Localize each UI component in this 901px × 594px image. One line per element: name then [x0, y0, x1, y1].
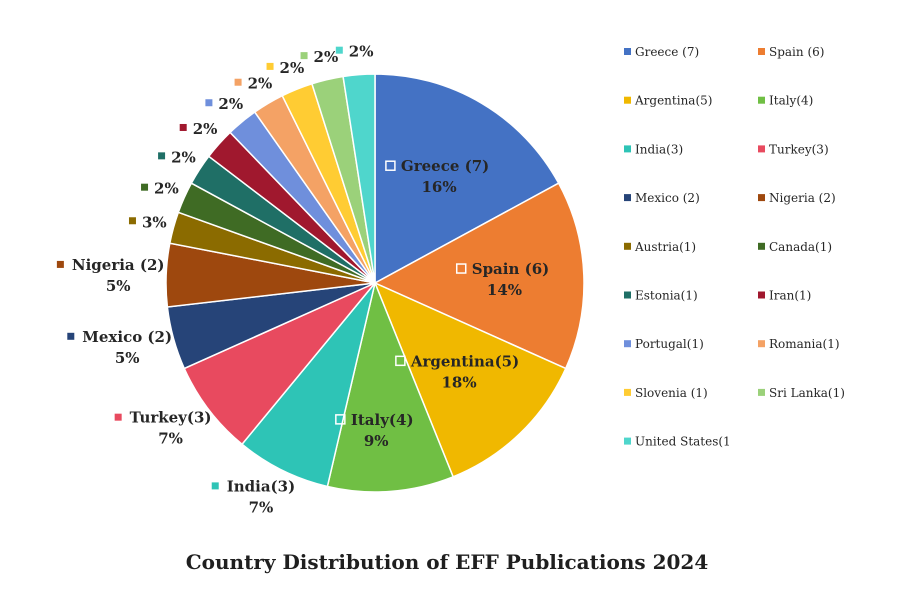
label-argentina-5-name: Argentina(5)	[410, 352, 519, 370]
label-mexico-2-name: Mexico (2)	[82, 328, 172, 346]
label-nigeria-2-marker	[56, 260, 64, 268]
legend-item-mexico-2-swatch	[624, 194, 631, 202]
label-italy-4-name: Italy(4)	[351, 411, 414, 429]
pie-slice-spain-6	[373, 182, 585, 370]
label-portugal-1-percent: 2%	[218, 95, 243, 113]
legend-item-spain-6-swatch	[758, 48, 765, 55]
label-sri-lanka-1-percent: 2%	[314, 48, 339, 66]
legend-item-estonia-1-swatch	[624, 291, 631, 299]
label-nigeria-2-percent: 5%	[106, 277, 131, 295]
label-greece-7-name: Greece (7)	[401, 157, 489, 175]
pie-slice-argentina-5	[373, 281, 567, 478]
label-sri-lanka-1-marker	[300, 52, 308, 60]
legend-item-india-3-swatch	[624, 145, 631, 153]
label-iran-1-percent: 2%	[193, 120, 218, 138]
label-spain-6-marker	[455, 263, 467, 274]
label-slovenia-1-percent: 2%	[280, 59, 305, 77]
legend-item-greece-7: Greece (7)	[635, 45, 699, 59]
pie-slice-greece-7	[374, 73, 560, 285]
legend-item-canada-1-swatch	[758, 242, 765, 250]
label-slovenia-1-marker	[266, 62, 274, 70]
label-estonia-1-marker	[158, 152, 166, 160]
legend-item-mexico-2: Mexico (2)	[635, 191, 700, 205]
label-italy-4-percent: 9%	[364, 432, 389, 450]
legend-item-estonia-1: Estonia(1)	[635, 289, 698, 303]
legend-item-iran-1-swatch	[758, 291, 765, 299]
legend-item-slovenia-1-swatch	[624, 388, 631, 396]
legend: Greece (7) Spain (6) Argentina(5) Italy(4) I…	[624, 45, 845, 449]
label-romania-1-marker	[234, 78, 242, 86]
label-turkey-3-percent: 7%	[158, 430, 183, 448]
label-turkey-3-name: Turkey(3)	[130, 409, 212, 427]
label-canada-1-marker	[141, 183, 149, 191]
label-india-3-percent: 7%	[249, 498, 274, 516]
legend-item-turkey-3: Turkey(3)	[769, 142, 829, 156]
legend-item-united-states-1: United States(1	[635, 435, 731, 449]
label-portugal-1-marker	[205, 99, 213, 107]
label-mexico-2-marker	[67, 332, 75, 340]
legend-item-nigeria-2-swatch	[758, 194, 765, 202]
pie-slice-italy-4	[326, 280, 455, 493]
legend-item-nigeria-2: Nigeria (2)	[769, 191, 836, 205]
label-spain-6-percent: 14%	[487, 281, 522, 299]
legend-item-spain-6: Spain (6)	[769, 45, 824, 59]
legend-item-slovenia-1: Slovenia (1)	[635, 386, 708, 400]
label-austria-1-percent: 3%	[142, 213, 167, 231]
pie-slices	[165, 73, 585, 493]
legend-item-italy-4: Italy(4)	[769, 94, 813, 108]
pie-slice-united-states-1	[342, 73, 376, 284]
legend-item-sri-lanka-1-swatch	[758, 388, 765, 396]
label-argentina-5-marker	[395, 355, 406, 367]
legend-item-iran-1: Iran(1)	[769, 289, 811, 303]
legend-item-austria-1: Austria(1)	[634, 240, 696, 254]
label-united-states-1-percent: 2%	[349, 43, 374, 61]
chart-title: Country Distribution of EFF Publications…	[186, 550, 709, 574]
label-argentina-5-percent: 18%	[441, 373, 476, 391]
legend-item-greece-7-swatch	[624, 48, 631, 55]
pie-labels: Greece (7) 16% Spain (6) 14% Argentina(5) 18%…	[56, 43, 550, 516]
legend-item-sri-lanka-1: Sri Lanka(1)	[769, 386, 845, 400]
label-india-3-name: India(3)	[227, 477, 295, 495]
legend-item-canada-1: Canada(1)	[769, 240, 832, 254]
label-iran-1-marker	[179, 123, 187, 131]
legend-item-romania-1-swatch	[758, 340, 765, 348]
legend-item-argentina-5: Argentina(5)	[634, 94, 712, 108]
legend-item-romania-1: Romania(1)	[769, 337, 840, 351]
label-romania-1-percent: 2%	[248, 75, 273, 93]
label-spain-6-name: Spain (6)	[472, 260, 550, 278]
legend-item-argentina-5-swatch	[624, 96, 631, 104]
label-mexico-2-percent: 5%	[115, 349, 140, 367]
label-turkey-3-marker	[114, 413, 122, 421]
label-greece-7-marker	[385, 160, 396, 171]
label-nigeria-2-name: Nigeria (2)	[72, 256, 165, 274]
label-india-3-marker	[211, 482, 219, 490]
label-greece-7-percent: 16%	[422, 178, 457, 196]
legend-item-united-states-1-swatch	[624, 437, 631, 445]
legend-item-portugal-1-swatch	[624, 340, 631, 348]
legend-item-austria-1-swatch	[624, 242, 631, 250]
label-austria-1-marker	[128, 217, 136, 225]
legend-item-portugal-1: Portugal(1)	[635, 337, 704, 351]
legend-item-italy-4-swatch	[758, 96, 765, 104]
legend-item-turkey-3-swatch	[758, 145, 765, 153]
label-italy-4-marker	[335, 414, 346, 425]
label-estonia-1-percent: 2%	[171, 148, 196, 166]
label-canada-1-percent: 2%	[154, 180, 179, 198]
legend-item-india-3: India(3)	[635, 142, 683, 156]
label-united-states-1-marker	[335, 46, 343, 54]
